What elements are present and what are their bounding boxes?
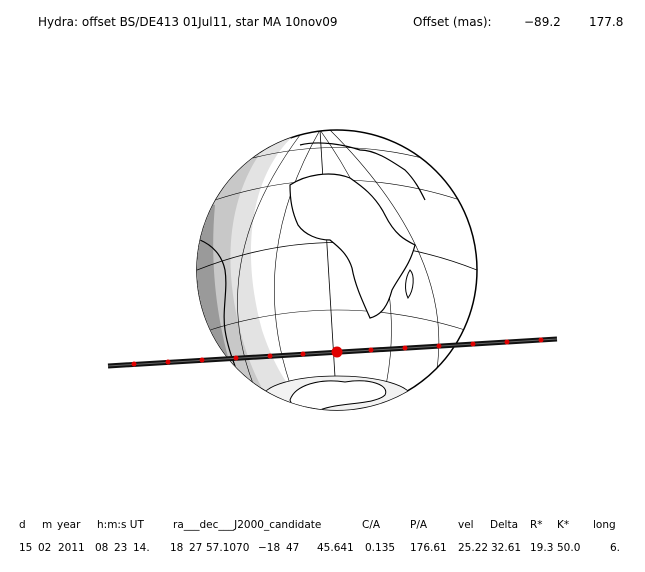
cell: 25.22: [458, 542, 488, 554]
cell: 57.1070: [206, 542, 249, 554]
offset-value: −89.2: [524, 15, 561, 29]
column-header: long: [593, 519, 616, 531]
closest-approach: [331, 346, 343, 358]
event-table: d m year h:m:s UT ra___dec___J2000_candidate…: [19, 519, 620, 554]
cell: 02: [38, 542, 51, 554]
cell: 15: [19, 542, 32, 554]
column-header: Delta: [490, 519, 518, 531]
occultation-track: [107, 336, 558, 369]
column-header: R*: [530, 519, 543, 531]
cell: 23: [114, 542, 127, 554]
track-dots: [131, 337, 544, 367]
title: Hydra: offset BS/DE413 01Jul11, star MA …: [38, 15, 338, 29]
column-header: ra___dec___J2000_candidate: [173, 519, 321, 531]
column-header: K*: [557, 519, 569, 531]
column-header: vel: [458, 519, 474, 531]
cell: 2011: [58, 542, 85, 554]
column-header: year: [57, 519, 81, 531]
column-header: m: [42, 519, 52, 531]
column-header: C/A: [362, 519, 381, 531]
offset-label: Offset (mas):: [413, 15, 492, 29]
globe: [196, 129, 478, 411]
cell: 6.: [610, 542, 620, 554]
cell: 47: [286, 542, 299, 554]
cell: 08: [95, 542, 108, 554]
column-header: d: [19, 519, 26, 531]
cell: 32.61: [491, 542, 521, 554]
cell: 18: [170, 542, 183, 554]
column-header: P/A: [410, 519, 428, 531]
cell: 19.3: [530, 542, 553, 554]
cell: 0.135: [365, 542, 395, 554]
cell: 14.: [133, 542, 150, 554]
column-header: h:m:s UT: [97, 519, 144, 531]
cell: 176.61: [410, 542, 447, 554]
cell: 45.641: [317, 542, 354, 554]
cell: −18: [258, 542, 280, 554]
night-shading: [197, 130, 477, 410]
cell: 50.0: [557, 542, 580, 554]
cell: 27: [189, 542, 202, 554]
offset-value: 177.8: [589, 15, 623, 29]
